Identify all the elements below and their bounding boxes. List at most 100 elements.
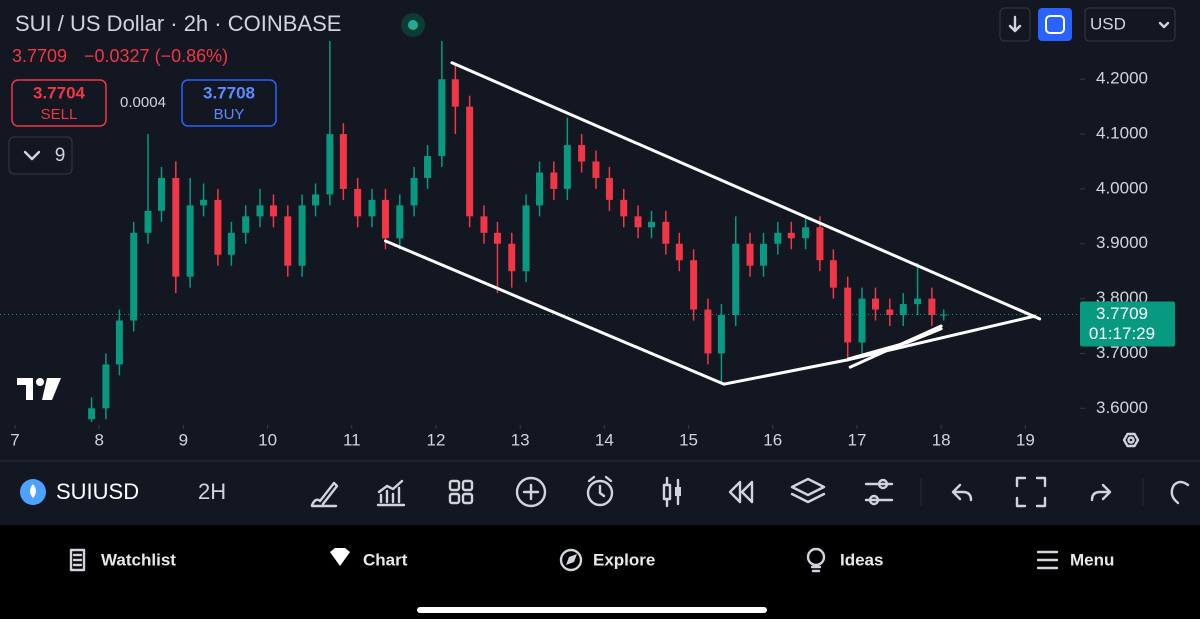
select-icon[interactable] [1015,476,1047,508]
nav-label[interactable]: Chart [363,550,408,569]
candle-body [914,298,922,305]
x-tick-label: 13 [511,430,530,449]
candle-body [802,227,810,239]
candle-body [186,205,194,277]
x-tick-label: 19 [1016,430,1035,449]
candle-body [662,221,670,244]
watchlist-icon[interactable] [69,548,86,572]
fullscreen-icon[interactable] [1045,15,1065,34]
candle-glyph[interactable] [675,487,681,496]
trend-line [383,239,1037,386]
candle-body [256,205,264,217]
buy-label[interactable]: BUY [214,106,245,123]
chevron-icon[interactable] [23,150,41,161]
candle-body [269,205,277,217]
nav-watchlist[interactable]: Watchlist [69,548,176,572]
sell-label[interactable]: SELL [41,106,78,123]
candle-body [563,145,571,189]
chart-icon[interactable] [330,548,350,566]
candle-body [88,408,96,420]
sell-box[interactable] [11,79,107,127]
alarm-circle[interactable] [586,479,614,507]
last-price: 3.7709 [12,46,67,66]
add-icon[interactable] [515,476,547,508]
undo-icon[interactable] [951,483,973,502]
candle-body [466,106,474,217]
candle-body [172,177,180,277]
toolbar-interval[interactable]: 2H [198,479,226,504]
market-status-dot [408,20,418,30]
indicator-count[interactable]: 9 [55,145,66,166]
alarm-hands[interactable] [587,475,613,498]
candle-body [480,216,488,233]
buy-button[interactable]: 3.7708 BUY [181,79,277,127]
grid-cell[interactable] [461,492,474,505]
slider-knob[interactable] [877,478,889,490]
candle-body [214,199,222,255]
candle-body [550,172,558,189]
download-icon[interactable] [1008,15,1022,33]
toolbar-symbol[interactable]: SUIUSD [56,479,139,504]
nav-label[interactable]: Explore [593,550,655,569]
download-button[interactable] [999,7,1031,42]
settings-icon[interactable] [1122,432,1140,448]
sell-price[interactable]: 3.7704 [33,83,86,102]
candle-body [424,156,432,178]
x-tick-label: 10 [258,430,277,449]
slider-knob[interactable] [868,494,880,506]
nav-label[interactable]: Watchlist [101,550,176,569]
candle-body [157,177,165,211]
nav-explore[interactable]: Explore [559,548,655,572]
fullscreen-box[interactable] [1038,8,1072,41]
nav-menu[interactable]: Menu [1036,550,1114,570]
alert-icon[interactable] [586,475,614,507]
nav-label[interactable]: Menu [1070,550,1114,569]
candle-body [396,205,404,239]
settings-button[interactable] [1122,432,1140,448]
explore-needle[interactable] [566,554,577,565]
buy-price[interactable]: 3.7708 [203,83,255,102]
add-plus[interactable] [522,483,540,501]
tv-logo [17,378,61,400]
candle-body [675,243,683,261]
buy-box[interactable] [181,79,277,127]
currency-box[interactable] [1084,7,1176,42]
indicators-box[interactable] [8,136,73,175]
candles-icon[interactable] [662,476,681,508]
candle-body [787,232,795,239]
grid-cell[interactable] [461,479,474,492]
layouts-icon[interactable] [448,479,474,505]
price-change: −0.0327 (−0.86%) [84,46,228,66]
layers-icon[interactable] [790,477,826,504]
candle-body [354,188,362,217]
menu-icon[interactable] [1036,550,1059,570]
grid-cell[interactable] [448,479,461,492]
currency-select[interactable]: USD [1084,7,1176,42]
explore-icon[interactable] [559,548,583,572]
indicators-icon[interactable] [376,479,406,507]
x-tick-label: 8 [94,430,103,449]
candle-body [227,232,235,255]
add-circle[interactable] [515,476,547,508]
sell-button[interactable]: 3.7704 SELL [11,79,107,127]
draw-icon[interactable] [310,481,339,508]
logo-part [36,378,44,386]
currency[interactable]: USD [1090,14,1126,33]
chart-background [0,0,1200,525]
fullscreen-button[interactable] [1038,8,1072,41]
indicators-toggle[interactable]: 9 [8,136,73,175]
candle-body [760,243,768,266]
grid-cell[interactable] [448,492,461,505]
toolbar-icons [310,475,1190,508]
nav-label[interactable]: Ideas [840,550,883,569]
redo-icon[interactable] [1090,483,1112,502]
nav-chart[interactable]: Chart [330,548,408,569]
ideas-icon[interactable] [806,547,826,567]
idea-icon[interactable] [1170,480,1190,505]
ideas-icon-base[interactable] [810,565,822,573]
nav-ideas[interactable]: Ideas [806,547,883,573]
candle-body [326,134,334,195]
settings-icon-dot[interactable] [1127,436,1135,444]
replay-icon[interactable] [728,480,754,504]
currency-chevron[interactable] [1158,21,1170,29]
